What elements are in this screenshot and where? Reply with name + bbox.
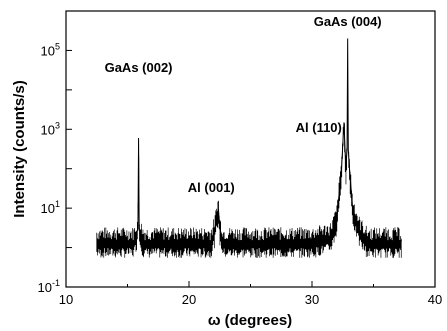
- y-tick-label: 101: [41, 199, 60, 216]
- y-axis-label: Intensity (counts/s): [11, 80, 28, 218]
- x-tick-label: 40: [428, 292, 442, 307]
- x-tick-label: 20: [182, 292, 196, 307]
- peak-label: Al (110): [296, 120, 342, 135]
- peak-label: GaAs (002): [105, 60, 173, 75]
- y-axis: 10-1 101 103 105: [38, 10, 72, 295]
- series-line: [96, 38, 402, 242]
- noise-band: [96, 83, 402, 258]
- x-tick-label: 30: [305, 292, 319, 307]
- peak-label: Al (001): [188, 180, 235, 195]
- y-tick-label: 105: [41, 41, 60, 58]
- peak-label: GaAs (004): [314, 14, 382, 29]
- noise-stroke: [96, 83, 402, 258]
- x-tick-label: 10: [59, 292, 73, 307]
- y-tick-label: 10-1: [38, 278, 60, 295]
- x-axis: 10 20 30 40: [59, 281, 442, 307]
- peak-annotations: GaAs (002) Al (001) Al (110) GaAs (004): [105, 14, 382, 195]
- y-tick-label: 103: [41, 120, 60, 137]
- x-axis-label: ω (degrees): [208, 312, 292, 329]
